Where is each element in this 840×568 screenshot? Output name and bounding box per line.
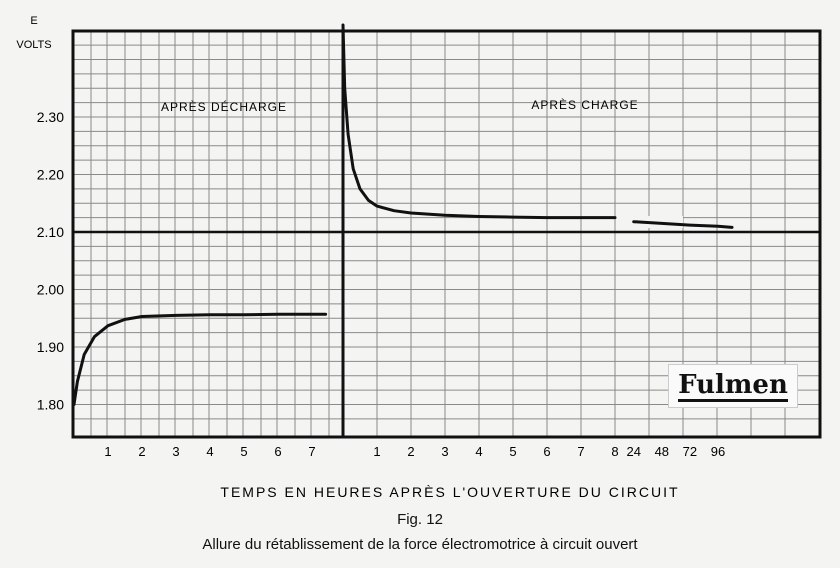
y-unit-bottom: VOLTS (16, 39, 51, 51)
x-tick-label: 6 (543, 444, 550, 459)
x-tick-label: 4 (475, 444, 482, 459)
ticks: 2.30 2.20 2.10 2.00 1.90 1.80 1 2 3 4 5 6 7 1 2 3 4 5 6 7 8 2… (37, 109, 725, 459)
panel-label-charge: APRÈS CHARGE (531, 97, 638, 112)
brand-logo: Fulmen (668, 364, 798, 408)
y-tick-label: 1.90 (37, 339, 64, 355)
figure-number: Fig. 12 (397, 511, 443, 528)
x-axis-title: TEMPS EN HEURES APRÈS L'OUVERTURE DU CIR… (220, 484, 679, 500)
brand-logo-text: Fulmen (678, 369, 788, 402)
series-line-discharge (72, 312, 328, 406)
grid (73, 31, 820, 437)
panel-label-discharge: APRÈS DÉCHARGE (161, 99, 287, 114)
series-line-charge (341, 23, 617, 220)
x-tick-label: 96 (711, 444, 725, 459)
x-tick-label: 4 (206, 444, 213, 459)
x-tick-label: 1 (373, 444, 380, 459)
x-tick-label: 1 (104, 444, 111, 459)
y-tick-label: 2.10 (37, 224, 64, 240)
x-tick-label: 8 (611, 444, 618, 459)
y-tick-label: 1.80 (37, 397, 64, 413)
y-tick-label: 2.30 (37, 109, 64, 125)
y-tick-label: 2.20 (37, 167, 64, 183)
x-tick-label: 3 (172, 444, 179, 459)
x-tick-label: 24 (626, 444, 640, 459)
x-tick-label: 72 (683, 444, 697, 459)
x-tick-label: 7 (577, 444, 584, 459)
y-unit-top: E (30, 15, 37, 27)
x-tick-label: 5 (240, 444, 247, 459)
x-tick-label: 7 (308, 444, 315, 459)
x-tick-label: 6 (274, 444, 281, 459)
x-tick-label: 5 (509, 444, 516, 459)
plot-frame (71, 29, 822, 439)
x-tick-label: 2 (407, 444, 414, 459)
series (72, 23, 734, 406)
x-tick-label: 3 (441, 444, 448, 459)
x-tick-label: 2 (138, 444, 145, 459)
x-tick-label: 48 (655, 444, 669, 459)
series-line-charge (632, 220, 734, 229)
figure-caption: Allure du rétablissement de la force éle… (202, 536, 638, 553)
axes (71, 29, 822, 439)
y-tick-label: 2.00 (37, 282, 64, 298)
